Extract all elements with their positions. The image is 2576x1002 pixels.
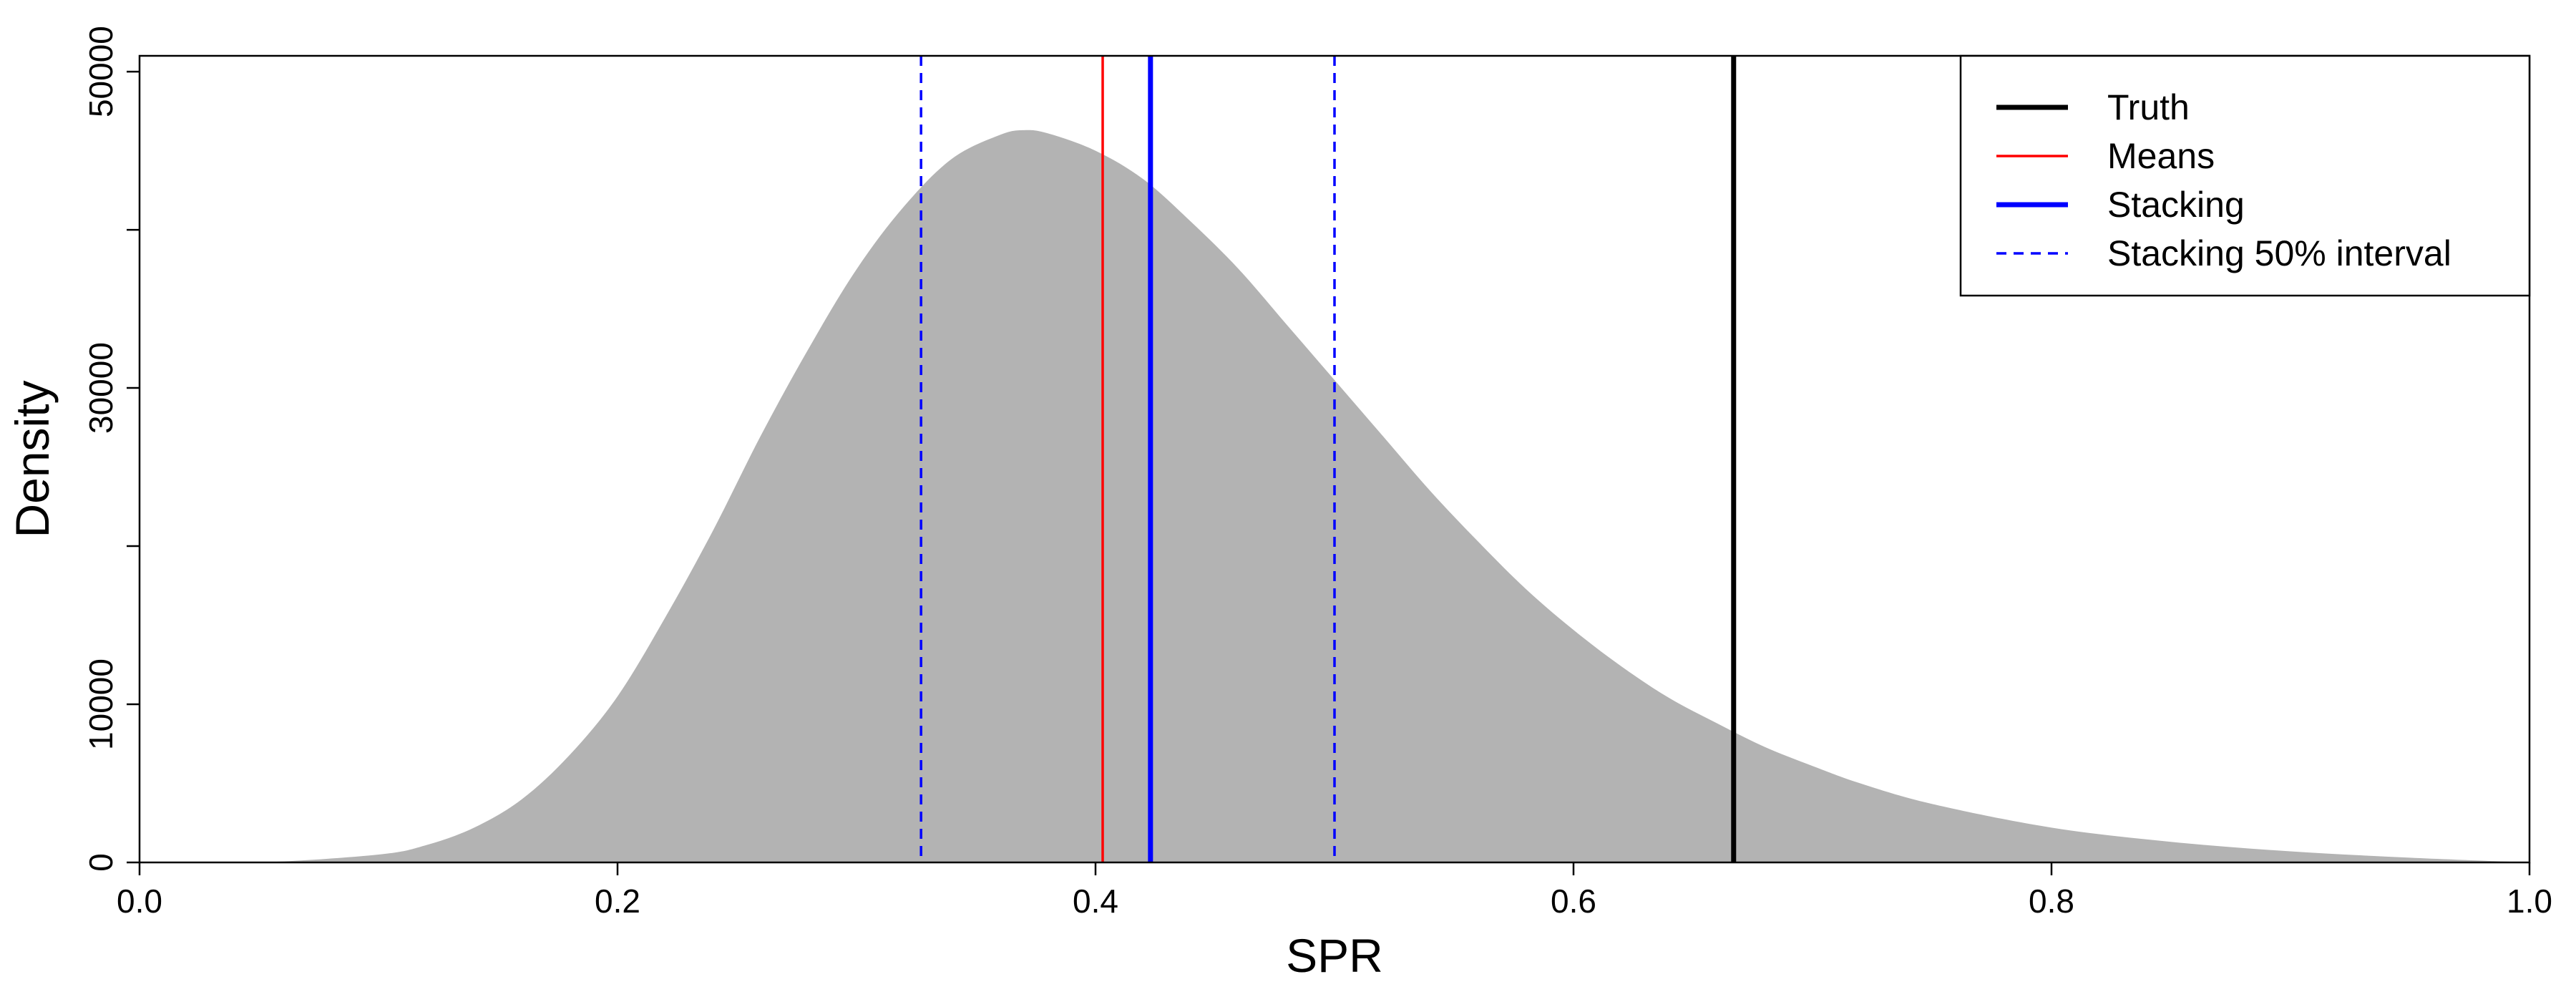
x-tick-label: 1.0 (2507, 882, 2552, 920)
x-tick-label: 0.0 (117, 882, 162, 920)
plot-frame (138, 54, 2531, 864)
legend: Truth Means Stacking Stacking 50% interval (1959, 54, 2531, 297)
x-tick-label: 0.6 (1551, 882, 1596, 920)
legend-box (1959, 54, 2531, 297)
y-tick-label: 50000 (82, 26, 119, 117)
x-tick-label: 0.4 (1073, 882, 1118, 920)
x-tick-label: 0.2 (595, 882, 640, 920)
legend-label-stacking-50-interval: Stacking 50% interval (2107, 233, 2451, 273)
y-tick-label: 10000 (82, 658, 119, 750)
plot-area (138, 54, 2531, 864)
y-axis-title: Density (6, 380, 59, 538)
density-area (140, 130, 2529, 862)
y-tick-label: 30000 (82, 342, 119, 434)
x-axis: 0.0 0.2 0.4 0.6 0.8 1.0 (117, 862, 2552, 920)
x-tick-label: 0.8 (2029, 882, 2074, 920)
legend-label-stacking: Stacking (2107, 185, 2245, 225)
legend-label-means: Means (2107, 136, 2215, 176)
legend-label-truth: Truth (2107, 87, 2190, 127)
y-axis: 0 10000 30000 50000 (82, 26, 140, 872)
y-tick-label: 0 (82, 853, 119, 872)
x-axis-title: SPR (1286, 929, 1383, 982)
